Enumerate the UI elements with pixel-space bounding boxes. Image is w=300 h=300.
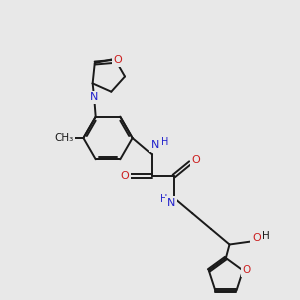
Text: N: N [167, 198, 176, 208]
Text: O: O [242, 266, 251, 275]
Text: H: H [262, 231, 270, 241]
Text: N: N [151, 140, 159, 151]
Text: O: O [191, 155, 200, 165]
Text: O: O [121, 171, 130, 181]
Text: O: O [252, 233, 261, 243]
Text: O: O [113, 56, 122, 65]
Text: CH₃: CH₃ [54, 133, 74, 143]
Text: H: H [160, 194, 168, 204]
Text: N: N [90, 92, 98, 103]
Text: H: H [161, 137, 168, 147]
